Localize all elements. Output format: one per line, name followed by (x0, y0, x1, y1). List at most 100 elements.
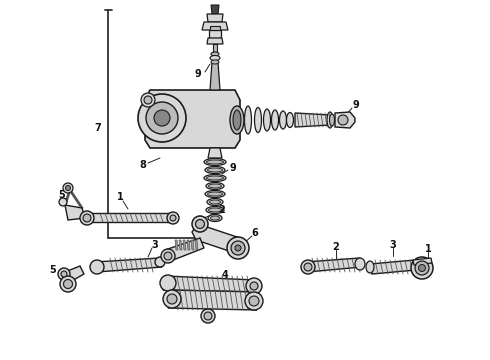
Ellipse shape (209, 208, 221, 212)
Polygon shape (207, 38, 223, 44)
Ellipse shape (230, 106, 244, 134)
Text: 6: 6 (252, 228, 258, 238)
Circle shape (192, 216, 208, 232)
Text: 5: 5 (49, 265, 56, 275)
Polygon shape (165, 238, 204, 262)
Ellipse shape (279, 111, 287, 129)
Ellipse shape (287, 112, 294, 127)
Ellipse shape (329, 114, 335, 126)
Ellipse shape (208, 215, 222, 221)
Polygon shape (65, 266, 84, 282)
Polygon shape (195, 240, 198, 250)
Ellipse shape (206, 207, 224, 213)
Circle shape (338, 115, 348, 125)
Ellipse shape (355, 258, 365, 270)
Polygon shape (207, 14, 223, 22)
Polygon shape (179, 240, 182, 250)
Circle shape (154, 110, 170, 126)
Ellipse shape (204, 175, 226, 181)
Text: 2: 2 (333, 242, 340, 252)
Polygon shape (95, 258, 162, 272)
Circle shape (249, 296, 259, 306)
Circle shape (250, 282, 258, 290)
Circle shape (304, 263, 312, 271)
Ellipse shape (211, 60, 219, 64)
Circle shape (167, 212, 179, 224)
Polygon shape (168, 290, 258, 310)
Circle shape (61, 271, 67, 277)
Text: 7: 7 (95, 123, 101, 133)
Circle shape (235, 245, 241, 251)
Ellipse shape (205, 190, 225, 198)
Circle shape (83, 214, 91, 222)
Circle shape (63, 183, 73, 193)
Circle shape (415, 261, 429, 275)
Polygon shape (370, 260, 416, 274)
Text: 9: 9 (195, 69, 201, 79)
Circle shape (418, 265, 425, 271)
Polygon shape (295, 113, 330, 127)
Circle shape (146, 102, 178, 134)
Circle shape (227, 237, 249, 259)
Ellipse shape (204, 158, 226, 166)
Circle shape (204, 312, 212, 320)
Circle shape (167, 294, 177, 304)
Polygon shape (335, 112, 355, 128)
Ellipse shape (207, 168, 222, 172)
Text: 1: 1 (425, 244, 431, 254)
Ellipse shape (254, 108, 262, 132)
Circle shape (231, 241, 245, 255)
Polygon shape (413, 258, 432, 265)
Ellipse shape (207, 192, 222, 196)
Text: 2: 2 (219, 205, 225, 215)
Polygon shape (210, 62, 220, 90)
Ellipse shape (206, 160, 223, 164)
Text: 9: 9 (230, 163, 236, 173)
Ellipse shape (245, 106, 251, 134)
Polygon shape (211, 5, 219, 14)
Text: 4: 4 (221, 270, 228, 280)
Circle shape (144, 96, 152, 104)
Ellipse shape (209, 184, 221, 188)
Text: 8: 8 (140, 160, 147, 170)
Circle shape (155, 257, 165, 267)
Polygon shape (305, 258, 362, 272)
Text: 3: 3 (390, 240, 396, 250)
Circle shape (245, 292, 263, 310)
Circle shape (246, 278, 262, 294)
Polygon shape (210, 26, 220, 30)
Circle shape (161, 249, 175, 263)
Circle shape (301, 260, 315, 274)
Ellipse shape (327, 112, 333, 128)
Ellipse shape (366, 261, 374, 273)
Text: 1: 1 (117, 192, 123, 202)
Circle shape (60, 276, 76, 292)
Ellipse shape (233, 110, 241, 130)
Circle shape (138, 94, 186, 142)
Circle shape (141, 93, 155, 107)
Text: 5: 5 (59, 190, 65, 200)
Circle shape (90, 260, 104, 274)
Circle shape (170, 215, 176, 221)
Ellipse shape (211, 52, 219, 56)
Circle shape (201, 309, 215, 323)
Ellipse shape (211, 216, 220, 220)
Circle shape (196, 220, 204, 229)
Ellipse shape (210, 200, 220, 204)
Text: 3: 3 (151, 240, 158, 250)
Text: 9: 9 (353, 100, 359, 110)
Circle shape (66, 185, 71, 190)
Polygon shape (208, 148, 222, 158)
Circle shape (58, 268, 70, 280)
Circle shape (64, 279, 73, 288)
Polygon shape (163, 276, 257, 292)
Ellipse shape (206, 183, 224, 189)
Polygon shape (192, 224, 244, 254)
Polygon shape (65, 205, 85, 220)
Circle shape (59, 198, 67, 206)
Polygon shape (187, 240, 190, 250)
Ellipse shape (207, 198, 223, 206)
Circle shape (164, 252, 172, 260)
Circle shape (163, 290, 181, 308)
Polygon shape (191, 240, 194, 250)
